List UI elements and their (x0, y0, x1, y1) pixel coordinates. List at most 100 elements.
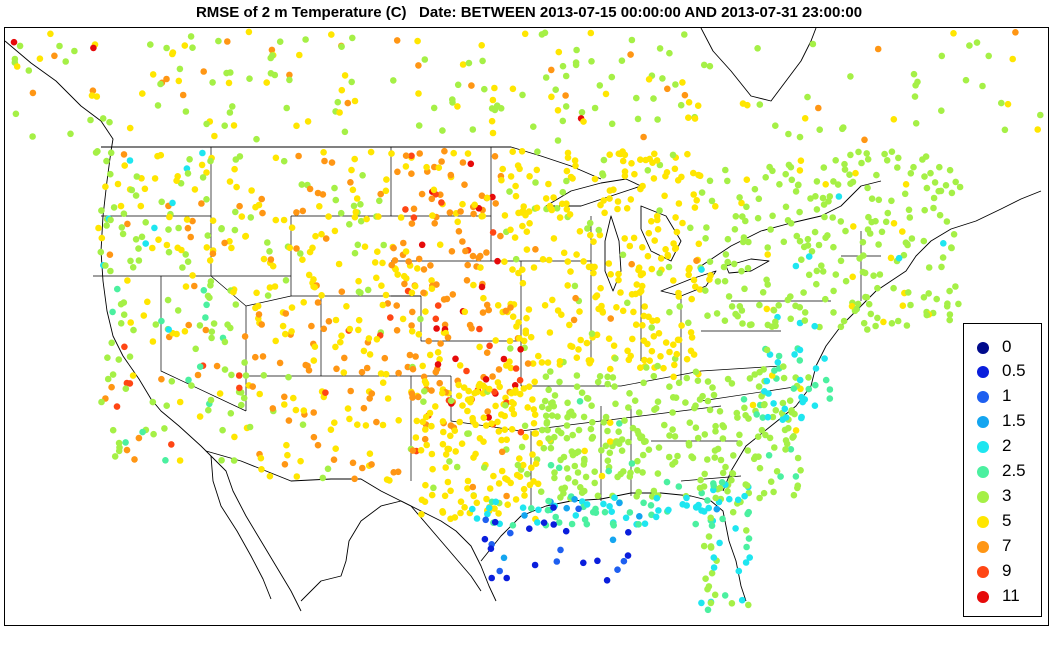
station-marker (494, 418, 501, 426)
station-marker (653, 157, 661, 164)
station-marker (477, 264, 484, 271)
station-marker (769, 413, 777, 421)
station-marker (518, 148, 526, 155)
station-marker (503, 436, 511, 444)
station-marker (830, 178, 837, 185)
station-marker (864, 326, 871, 333)
station-marker (750, 455, 758, 463)
station-marker (732, 525, 739, 532)
station-marker (567, 268, 574, 275)
station-marker (215, 37, 222, 45)
station-marker (221, 239, 228, 247)
lake-michigan (604, 215, 622, 292)
station-marker (408, 322, 415, 329)
station-marker (470, 210, 477, 218)
station-marker (185, 321, 192, 329)
station-marker (415, 255, 423, 263)
station-marker (619, 307, 627, 315)
station-marker (351, 213, 359, 221)
station-marker (530, 420, 538, 427)
station-marker (546, 329, 554, 336)
station-marker (428, 285, 436, 293)
station-marker (335, 260, 343, 268)
station-marker (447, 171, 455, 179)
station-marker (544, 506, 552, 514)
legend-swatch (977, 366, 989, 378)
station-marker (589, 508, 597, 516)
station-marker (350, 202, 358, 210)
station-marker (452, 448, 460, 455)
station-marker (700, 61, 708, 69)
station-marker (541, 302, 549, 309)
station-marker (357, 217, 365, 225)
station-marker (608, 120, 616, 128)
station-marker (719, 422, 726, 429)
station-marker (71, 47, 78, 55)
station-marker (640, 133, 647, 141)
station-marker (269, 405, 277, 412)
station-marker (379, 421, 387, 429)
station-marker (328, 159, 336, 166)
station-marker (490, 472, 497, 480)
station-marker (706, 406, 714, 414)
station-marker (341, 72, 349, 79)
station-marker (554, 427, 562, 434)
station-marker (348, 78, 356, 86)
station-marker (507, 304, 514, 311)
station-marker (724, 235, 732, 243)
station-marker (375, 213, 382, 220)
station-marker (819, 268, 827, 275)
station-marker (644, 252, 652, 260)
station-marker (103, 157, 110, 165)
station-marker (556, 378, 563, 386)
station-marker (606, 449, 614, 457)
station-marker (607, 315, 614, 322)
station-marker (124, 277, 131, 284)
station-marker (635, 430, 642, 438)
station-marker (497, 232, 504, 240)
station-marker (51, 52, 58, 60)
station-marker (126, 157, 134, 164)
station-marker (202, 326, 210, 334)
station-marker (798, 413, 805, 421)
station-marker (364, 286, 372, 294)
station-marker (503, 574, 511, 582)
station-marker (338, 332, 345, 340)
station-marker (942, 182, 950, 189)
station-marker (352, 208, 360, 216)
station-marker (320, 325, 328, 333)
station-marker (311, 283, 319, 291)
station-marker (837, 218, 845, 225)
station-marker (455, 392, 463, 400)
station-marker (764, 321, 772, 329)
station-marker (780, 374, 788, 382)
station-marker (944, 300, 951, 308)
station-marker (426, 351, 434, 359)
station-marker (154, 102, 162, 109)
station-marker (637, 287, 645, 295)
station-marker (510, 410, 518, 418)
station-marker (674, 336, 682, 344)
station-marker (796, 346, 804, 354)
station-marker (614, 198, 622, 205)
station-marker (685, 271, 692, 279)
station-marker (824, 232, 831, 239)
station-marker (888, 320, 896, 327)
station-marker (902, 181, 910, 188)
station-marker (337, 209, 345, 217)
station-marker (123, 379, 131, 387)
station-marker (433, 325, 440, 332)
station-marker (532, 430, 540, 437)
station-marker (11, 55, 19, 63)
station-marker (556, 214, 564, 221)
station-marker (826, 395, 834, 402)
station-marker (625, 404, 632, 411)
station-marker (973, 39, 981, 46)
station-marker (347, 179, 354, 186)
station-marker (457, 208, 464, 215)
station-marker (634, 467, 641, 474)
station-marker (517, 428, 525, 436)
station-marker (805, 385, 813, 393)
station-marker (704, 378, 712, 385)
station-marker (784, 217, 792, 224)
